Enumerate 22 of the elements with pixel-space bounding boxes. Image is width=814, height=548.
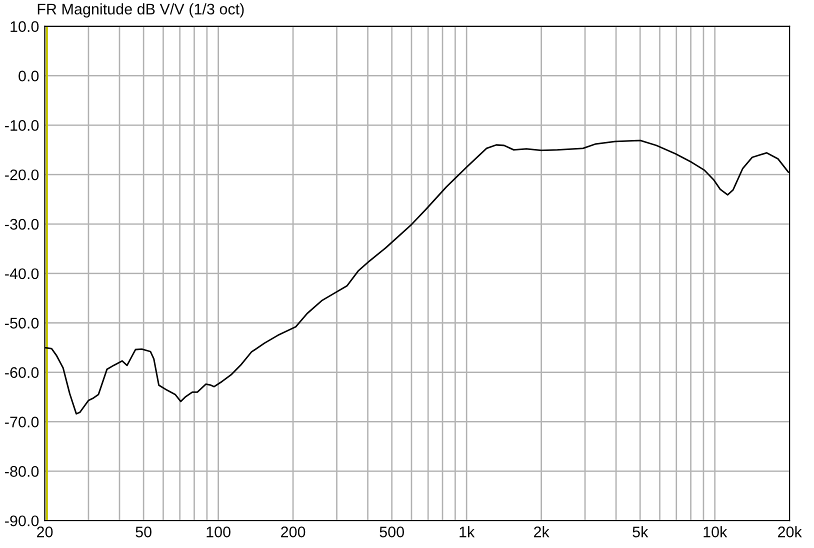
x-tick-label: 10k (704, 526, 728, 538)
y-tick-label: -60.0 (5, 367, 39, 378)
x-tick-label: 200 (281, 526, 306, 538)
x-tick-label: 2k (534, 526, 550, 538)
y-tick-label: -20.0 (5, 169, 39, 180)
x-tick-label: 1k (460, 526, 475, 538)
x-tick-label: 50 (136, 526, 152, 538)
y-tick-label: 10.0 (10, 21, 39, 32)
y-tick-label: -10.0 (5, 120, 39, 131)
y-tick-label: -50.0 (5, 318, 39, 329)
y-tick-label: -90.0 (5, 515, 39, 526)
y-tick-label: -30.0 (5, 218, 39, 230)
y-tick-label: -40.0 (5, 268, 39, 280)
x-tick-label: 20 (37, 526, 53, 538)
y-tick-label: -80.0 (5, 466, 39, 477)
x-tick-label: 500 (380, 526, 404, 538)
y-tick-label: 0.0 (18, 70, 39, 82)
x-tick-label: 100 (206, 526, 230, 538)
y-tick-label: -70.0 (5, 416, 39, 428)
x-tick-label: 20k (778, 526, 802, 538)
chart-title: FR Magnitude dB V/V (1/3 oct) (38, 3, 244, 18)
x-tick-label: 5k (632, 526, 648, 538)
